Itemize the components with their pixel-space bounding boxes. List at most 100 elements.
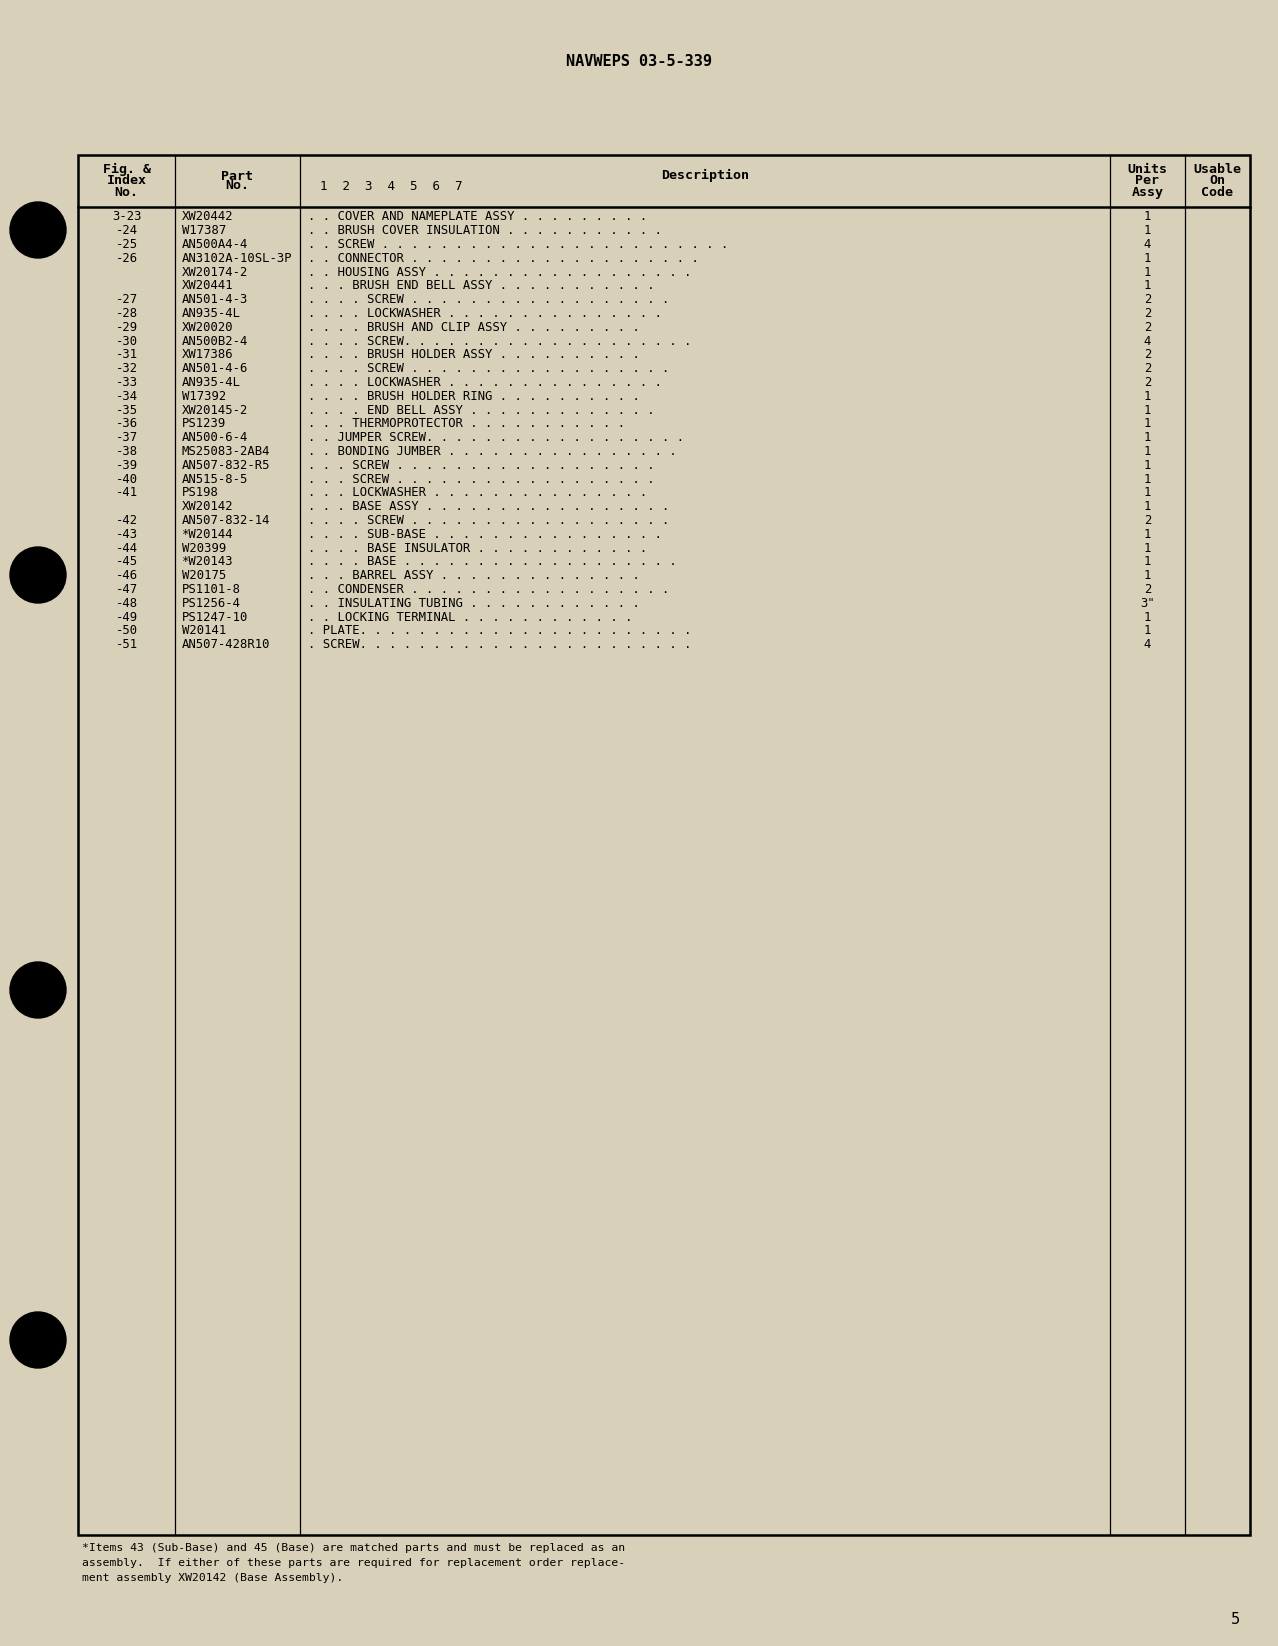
Text: . . . . BRUSH HOLDER RING . . . . . . . . . .: . . . . BRUSH HOLDER RING . . . . . . . … — [308, 390, 640, 403]
Text: XW20020: XW20020 — [181, 321, 234, 334]
Text: XW20142: XW20142 — [181, 500, 234, 514]
Text: 1: 1 — [1144, 403, 1151, 416]
Text: . . . . LOCKWASHER . . . . . . . . . . . . . . .: . . . . LOCKWASHER . . . . . . . . . . .… — [308, 375, 662, 388]
Text: AN935-4L: AN935-4L — [181, 375, 242, 388]
Text: AN501-4-3: AN501-4-3 — [181, 293, 248, 306]
Text: PS1256-4: PS1256-4 — [181, 597, 242, 609]
Text: -44: -44 — [115, 542, 138, 555]
Text: 4: 4 — [1144, 334, 1151, 347]
Text: 1: 1 — [1144, 528, 1151, 542]
Text: . . . BARREL ASSY . . . . . . . . . . . . . .: . . . BARREL ASSY . . . . . . . . . . . … — [308, 570, 640, 583]
Text: No.: No. — [115, 186, 138, 199]
Text: XW20145-2: XW20145-2 — [181, 403, 248, 416]
Text: Usable: Usable — [1194, 163, 1241, 176]
Text: 1: 1 — [1144, 265, 1151, 278]
Text: . . . LOCKWASHER . . . . . . . . . . . . . . .: . . . LOCKWASHER . . . . . . . . . . . .… — [308, 487, 647, 499]
Text: XW20441: XW20441 — [181, 280, 234, 293]
Text: 2: 2 — [1144, 321, 1151, 334]
Bar — [78, 155, 1250, 1536]
Text: AN500-6-4: AN500-6-4 — [181, 431, 248, 444]
Text: PS198: PS198 — [181, 487, 219, 499]
Text: -47: -47 — [115, 583, 138, 596]
Text: PS1239: PS1239 — [181, 418, 226, 430]
Text: -50: -50 — [115, 624, 138, 637]
Text: . . . . BRUSH HOLDER ASSY . . . . . . . . . .: . . . . BRUSH HOLDER ASSY . . . . . . . … — [308, 349, 640, 362]
Text: -24: -24 — [115, 224, 138, 237]
Text: 1  2  3  4  5  6  7: 1 2 3 4 5 6 7 — [320, 181, 463, 193]
Text: AN507-428R10: AN507-428R10 — [181, 639, 271, 652]
Text: 2: 2 — [1144, 514, 1151, 527]
Text: 1: 1 — [1144, 624, 1151, 637]
Text: XW20174-2: XW20174-2 — [181, 265, 248, 278]
Text: XW20442: XW20442 — [181, 211, 234, 224]
Text: AN3102A-10SL-3P: AN3102A-10SL-3P — [181, 252, 293, 265]
Text: -46: -46 — [115, 570, 138, 583]
Text: -39: -39 — [115, 459, 138, 472]
Text: 5: 5 — [1231, 1613, 1240, 1628]
Text: *W20144: *W20144 — [181, 528, 234, 542]
Text: NAVWEPS 03-5-339: NAVWEPS 03-5-339 — [566, 54, 712, 69]
Text: . . . . BASE . . . . . . . . . . . . . . . . . . .: . . . . BASE . . . . . . . . . . . . . .… — [308, 555, 677, 568]
Text: *Items 43 (Sub-Base) and 45 (Base) are matched parts and must be replaced as an: *Items 43 (Sub-Base) and 45 (Base) are m… — [82, 1542, 625, 1552]
Text: . . . . END BELL ASSY . . . . . . . . . . . . .: . . . . END BELL ASSY . . . . . . . . . … — [308, 403, 654, 416]
Text: Assy: Assy — [1131, 186, 1163, 199]
Text: 1: 1 — [1144, 472, 1151, 486]
Text: -38: -38 — [115, 444, 138, 458]
Text: 1: 1 — [1144, 542, 1151, 555]
Text: 3-23: 3-23 — [111, 211, 142, 224]
Text: . . CONDENSER . . . . . . . . . . . . . . . . . .: . . CONDENSER . . . . . . . . . . . . . … — [308, 583, 670, 596]
Text: PS1247-10: PS1247-10 — [181, 611, 248, 624]
Text: . . COVER AND NAMEPLATE ASSY . . . . . . . . .: . . COVER AND NAMEPLATE ASSY . . . . . .… — [308, 211, 647, 224]
Text: -43: -43 — [115, 528, 138, 542]
Text: W20141: W20141 — [181, 624, 226, 637]
Text: -41: -41 — [115, 487, 138, 499]
Text: -48: -48 — [115, 597, 138, 609]
Text: 1: 1 — [1144, 487, 1151, 499]
Text: Index: Index — [106, 174, 147, 188]
Text: . . . . BRUSH AND CLIP ASSY . . . . . . . . .: . . . . BRUSH AND CLIP ASSY . . . . . . … — [308, 321, 640, 334]
Text: Fig. &: Fig. & — [102, 163, 151, 176]
Text: 2: 2 — [1144, 308, 1151, 319]
Text: -42: -42 — [115, 514, 138, 527]
Text: W17387: W17387 — [181, 224, 226, 237]
Text: AN935-4L: AN935-4L — [181, 308, 242, 319]
Text: PS1101-8: PS1101-8 — [181, 583, 242, 596]
Text: 1: 1 — [1144, 555, 1151, 568]
Text: . . . . SCREW . . . . . . . . . . . . . . . . . .: . . . . SCREW . . . . . . . . . . . . . … — [308, 514, 670, 527]
Text: W17392: W17392 — [181, 390, 226, 403]
Circle shape — [10, 1312, 66, 1368]
Text: -45: -45 — [115, 555, 138, 568]
Text: . . . SCREW . . . . . . . . . . . . . . . . . .: . . . SCREW . . . . . . . . . . . . . . … — [308, 459, 654, 472]
Text: AN507-832-R5: AN507-832-R5 — [181, 459, 271, 472]
Text: . . JUMPER SCREW. . . . . . . . . . . . . . . . . .: . . JUMPER SCREW. . . . . . . . . . . . … — [308, 431, 684, 444]
Text: 2: 2 — [1144, 349, 1151, 362]
Text: . . . BRUSH END BELL ASSY . . . . . . . . . . .: . . . BRUSH END BELL ASSY . . . . . . . … — [308, 280, 654, 293]
Circle shape — [10, 202, 66, 258]
Text: . . . THERMOPROTECTOR . . . . . . . . . . .: . . . THERMOPROTECTOR . . . . . . . . . … — [308, 418, 625, 430]
Text: -35: -35 — [115, 403, 138, 416]
Text: 2: 2 — [1144, 375, 1151, 388]
Text: Part: Part — [221, 170, 253, 183]
Text: . PLATE. . . . . . . . . . . . . . . . . . . . . . .: . PLATE. . . . . . . . . . . . . . . . .… — [308, 624, 691, 637]
Text: -34: -34 — [115, 390, 138, 403]
Text: . . . SCREW . . . . . . . . . . . . . . . . . .: . . . SCREW . . . . . . . . . . . . . . … — [308, 472, 654, 486]
Text: -29: -29 — [115, 321, 138, 334]
Text: Units: Units — [1127, 163, 1168, 176]
Text: -25: -25 — [115, 239, 138, 250]
Text: On: On — [1209, 174, 1226, 188]
Text: Description: Description — [661, 168, 749, 181]
Text: AN500B2-4: AN500B2-4 — [181, 334, 248, 347]
Text: . . . . SUB-BASE . . . . . . . . . . . . . . . .: . . . . SUB-BASE . . . . . . . . . . . .… — [308, 528, 662, 542]
Circle shape — [10, 546, 66, 602]
Text: -51: -51 — [115, 639, 138, 652]
Text: AN515-8-5: AN515-8-5 — [181, 472, 248, 486]
Text: . . INSULATING TUBING . . . . . . . . . . . .: . . INSULATING TUBING . . . . . . . . . … — [308, 597, 640, 609]
Text: . SCREW. . . . . . . . . . . . . . . . . . . . . . .: . SCREW. . . . . . . . . . . . . . . . .… — [308, 639, 691, 652]
Text: *W20143: *W20143 — [181, 555, 234, 568]
Circle shape — [10, 961, 66, 1017]
Text: MS25083-2AB4: MS25083-2AB4 — [181, 444, 271, 458]
Text: 4: 4 — [1144, 239, 1151, 250]
Text: XW17386: XW17386 — [181, 349, 234, 362]
Text: . . BRUSH COVER INSULATION . . . . . . . . . . .: . . BRUSH COVER INSULATION . . . . . . .… — [308, 224, 662, 237]
Text: -28: -28 — [115, 308, 138, 319]
